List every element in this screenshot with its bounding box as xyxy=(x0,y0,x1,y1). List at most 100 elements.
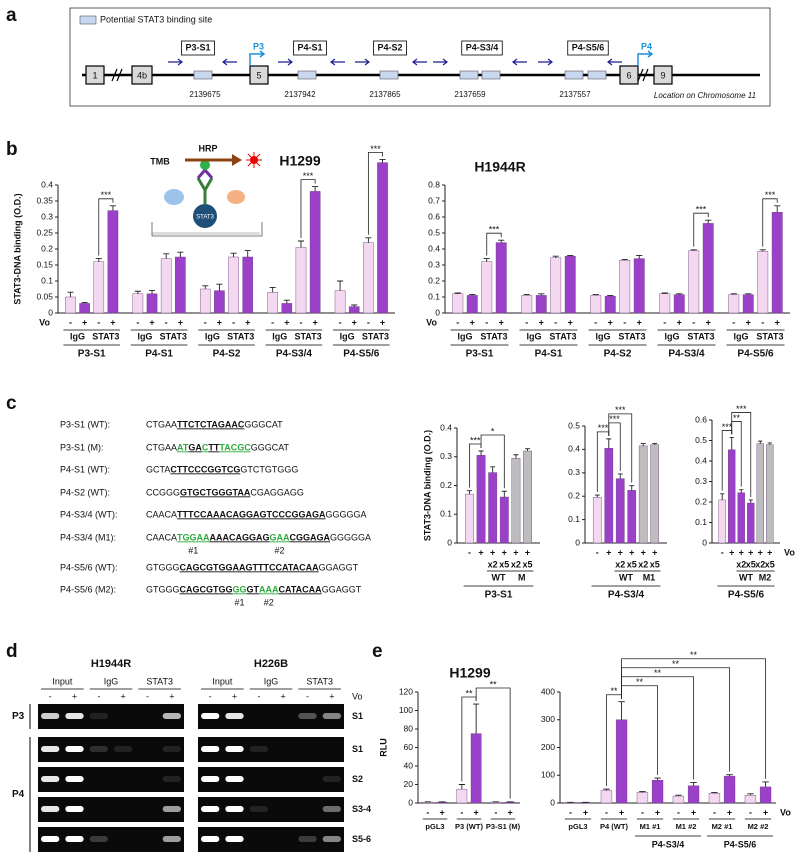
y-tick-label: 0.4 xyxy=(41,179,53,189)
treatment-label: - xyxy=(761,317,764,327)
sequence-segment: TGGAA xyxy=(177,532,210,542)
gel-band xyxy=(201,806,220,812)
inset-label: HRP xyxy=(198,143,217,153)
y-tick-label: 400 xyxy=(541,686,555,696)
treatment-label: - xyxy=(257,691,260,701)
error-bar xyxy=(365,237,372,243)
group-label: M1 #2 xyxy=(676,822,697,831)
well xyxy=(151,222,263,237)
bar xyxy=(499,496,509,544)
gel-band xyxy=(41,746,60,752)
treatment-label: - xyxy=(460,807,463,817)
site-label-box xyxy=(293,40,327,56)
treatment-label: + xyxy=(525,547,530,557)
sequence-label: P4-S5/6 (M2): xyxy=(60,584,116,594)
y-tick-label: 0 xyxy=(435,307,440,317)
group-label: P4-S5/6 xyxy=(737,349,774,360)
bar xyxy=(756,443,764,544)
error-bar xyxy=(483,258,490,262)
error-bar xyxy=(711,792,718,794)
orientation-arrow xyxy=(168,58,183,66)
bar xyxy=(452,293,464,314)
y-tick-label: 0 xyxy=(550,797,555,807)
exon-label: 4b xyxy=(137,70,147,80)
bar xyxy=(627,490,637,544)
hrp xyxy=(200,160,210,170)
error-bar xyxy=(501,490,507,497)
error-bar xyxy=(95,258,102,262)
treatment-label: + xyxy=(691,807,696,817)
bar xyxy=(619,260,631,314)
treatment-label: + xyxy=(82,317,87,327)
bar xyxy=(65,296,76,314)
error-bar xyxy=(469,294,476,296)
error-bar xyxy=(523,294,530,296)
arrow-head xyxy=(232,154,242,166)
bar xyxy=(600,790,613,804)
treatment-label: + xyxy=(312,317,317,327)
treatment-label: + xyxy=(608,317,613,327)
treatment-label: + xyxy=(746,317,751,327)
supergroup-label: P4-S5/6 xyxy=(724,839,757,849)
significance-label: *** xyxy=(765,190,776,200)
error-bar xyxy=(640,443,646,446)
y-tick-label: 0.2 xyxy=(568,490,580,500)
panel-label: e xyxy=(372,641,383,662)
sequence-segment: CAACA xyxy=(146,509,177,519)
error-bar xyxy=(134,290,141,294)
treatment-label: - xyxy=(721,547,724,557)
panel-label: b xyxy=(6,139,18,160)
significance-bracket xyxy=(762,198,778,247)
bar xyxy=(214,290,225,314)
sequence-segment: GGGCAT xyxy=(244,419,283,429)
column-label: Input xyxy=(212,676,233,686)
error-bar xyxy=(690,782,697,786)
gel-band xyxy=(162,713,181,719)
chart-title: H1299 xyxy=(279,153,320,169)
significance-label: ** xyxy=(465,688,473,698)
treatment-label: + xyxy=(629,547,634,557)
subgroup-label: IgG xyxy=(458,331,473,341)
treatment-label: + xyxy=(637,317,642,327)
binding-site xyxy=(193,70,213,80)
gel-strip xyxy=(38,767,184,792)
dose-label: x5 xyxy=(627,559,637,569)
bar xyxy=(481,261,493,314)
bar xyxy=(650,444,660,544)
bar xyxy=(636,792,649,804)
y-tick-label: 0.6 xyxy=(695,414,707,424)
error-bar xyxy=(552,255,559,258)
significance-bracket xyxy=(621,658,766,779)
treatment-label: - xyxy=(232,317,235,327)
bar xyxy=(93,261,105,314)
error-bar xyxy=(525,448,531,451)
significance-bracket xyxy=(693,212,709,247)
treatment-label: + xyxy=(706,317,711,327)
bar xyxy=(160,258,172,314)
treatment-label: + xyxy=(470,317,475,327)
sequence-segment: AT xyxy=(177,442,189,452)
error-bar xyxy=(230,252,237,257)
subgroup-label: IgG xyxy=(70,331,85,341)
site-label-box xyxy=(461,40,503,56)
treatment-label: + xyxy=(508,807,513,817)
treatment-label: + xyxy=(502,547,507,557)
error-bar xyxy=(297,240,305,248)
treatment-label: + xyxy=(606,547,611,557)
y-tick-label: 0.3 xyxy=(695,476,707,486)
y-tick-label: 0 xyxy=(702,537,707,547)
y-tick-label: 0.2 xyxy=(695,496,707,506)
sequence-segment: CATACAA xyxy=(279,584,323,594)
gel-band xyxy=(322,806,341,812)
group-label: P4-S1 xyxy=(535,349,563,360)
sequence-segment: CCGGG xyxy=(146,487,180,497)
site-label: S1 xyxy=(352,744,363,754)
dose-label: x2 xyxy=(736,559,746,569)
y-tick-label: 0.25 xyxy=(36,227,53,237)
sequence-segment: GG xyxy=(233,584,247,594)
y-tick-label: 0 xyxy=(575,537,580,547)
error-bar xyxy=(244,250,251,257)
treatment-label: - xyxy=(165,317,168,327)
y-tick-label: 0.1 xyxy=(568,514,580,524)
